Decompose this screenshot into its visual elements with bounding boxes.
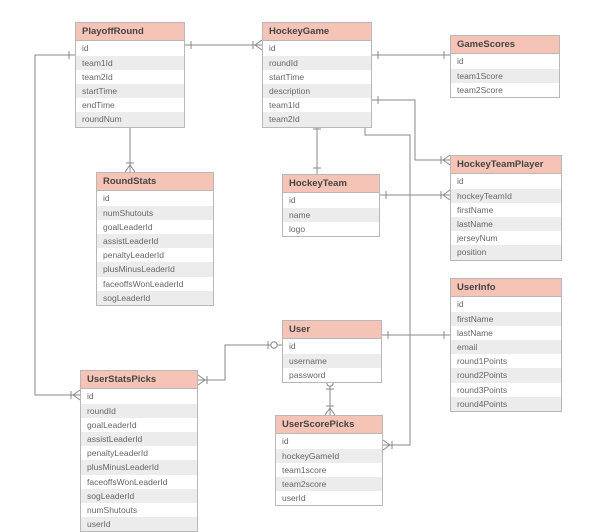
entity-field: jerseyNum (451, 231, 561, 245)
entity-field: endTime (76, 98, 184, 112)
entity-field: plusMinusLeaderId (97, 262, 213, 276)
entity-field: startTime (263, 70, 371, 84)
entity-field: id (81, 389, 197, 403)
entity-field: team2Id (263, 112, 371, 126)
entity-field: team1Id (263, 98, 371, 112)
entity-field: plusMinusLeaderId (81, 460, 197, 474)
entity-field: numShutouts (81, 503, 197, 517)
entity-field: name (283, 208, 379, 222)
entity-field: team1score (276, 463, 382, 477)
entity-field: team1Id (76, 56, 184, 70)
entity-field: penaltyLeaderId (97, 248, 213, 262)
entity-field: round4Points (451, 397, 561, 411)
edge-PlayoffRound-HockeyGame (185, 40, 262, 50)
entity-field: faceoffsWonLeaderId (97, 277, 213, 291)
entity-field: firstName (451, 312, 561, 326)
entity-field: team2score (276, 477, 382, 491)
entity-field: team2Score (451, 83, 559, 97)
entity-field: id (263, 41, 371, 55)
entity-field: id (451, 174, 561, 188)
entity-userinfo: UserInfoidfirstNamelastNameemailround1Po… (450, 278, 562, 412)
edge-HockeyGame-HockeyTeamPlayer (372, 96, 450, 165)
entity-hockeyteamplayer: HockeyTeamPlayeridhockeyTeamIdfirstNamel… (450, 155, 562, 261)
entity-field: team1Score (451, 69, 559, 83)
entity-field: goalLeaderId (81, 418, 197, 432)
entity-field: username (283, 354, 381, 368)
entity-field: round3Points (451, 383, 561, 397)
entity-header: PlayoffRound (76, 23, 184, 41)
entity-field: round2Points (451, 368, 561, 382)
edge-HockeyGame-GameScores (372, 51, 450, 59)
entity-field: faceoffsWonLeaderId (81, 475, 197, 489)
edge-HockeyGame-HockeyTeam (312, 120, 322, 174)
entity-header: HockeyTeam (283, 175, 379, 193)
entity-field: startTime (76, 84, 184, 98)
entity-user: Useridusernamepassword (282, 320, 382, 383)
edge-PlayoffRound-RoundStats (125, 120, 135, 172)
entity-field: team2Id (76, 70, 184, 84)
entity-header: HockeyGame (263, 23, 371, 41)
entity-field: roundId (81, 404, 197, 418)
entity-field: assistLeaderId (97, 234, 213, 248)
entity-roundstats: RoundStatsidnumShutoutsgoalLeaderIdassis… (96, 172, 214, 306)
entity-playoffround: PlayoffRoundidteam1Idteam2IdstartTimeend… (75, 22, 185, 128)
entity-field: email (451, 340, 561, 354)
entity-field: assistLeaderId (81, 432, 197, 446)
entity-field: hockeyTeamId (451, 189, 561, 203)
entity-field: hockeyGameId (276, 449, 382, 463)
entity-field: sogLeaderId (81, 489, 197, 503)
entity-field: id (97, 191, 213, 205)
entity-field: position (451, 245, 561, 259)
entity-hockeyteam: HockeyTeamidnamelogo (282, 174, 380, 237)
entity-field: id (451, 297, 561, 311)
entity-field: penaltyLeaderId (81, 446, 197, 460)
entity-field: goalLeaderId (97, 220, 213, 234)
entity-field: lastName (451, 326, 561, 340)
entity-field: roundNum (76, 112, 184, 126)
entity-gamescores: GameScoresidteam1Scoreteam2Score (450, 35, 560, 98)
entity-field: logo (283, 222, 379, 236)
er-diagram-canvas: PlayoffRoundidteam1Idteam2IdstartTimeend… (0, 0, 600, 526)
entity-header: RoundStats (97, 173, 213, 191)
entity-userstatspicks: UserStatsPicksidroundIdgoalLeaderIdassis… (80, 370, 198, 532)
entity-field: description (263, 84, 371, 98)
entity-field: id (451, 54, 559, 68)
entity-header: GameScores (451, 36, 559, 54)
entity-field: firstName (451, 203, 561, 217)
entity-hockeygame: HockeyGameidroundIdstartTimedescriptiont… (262, 22, 372, 128)
entity-field: id (276, 434, 382, 448)
entity-field: roundId (263, 56, 371, 70)
entity-header: UserStatsPicks (81, 371, 197, 389)
edge-HockeyTeam-HockeyTeamPlayer (380, 190, 450, 200)
entity-field: userId (81, 517, 197, 531)
entity-field: sogLeaderId (97, 291, 213, 305)
entity-header: UserScorePicks (276, 416, 382, 434)
edge-User-UserStatsPicks (198, 341, 282, 385)
entity-header: User (283, 321, 381, 339)
entity-field: numShutouts (97, 206, 213, 220)
entity-field: password (283, 368, 381, 382)
entity-field: userId (276, 491, 382, 505)
entity-field: round1Points (451, 354, 561, 368)
edge-UserStatsPicks-PlayoffRound (35, 51, 80, 400)
edge-User-UserInfo (382, 331, 450, 339)
edge-UserScorePicks-HockeyGame (361, 120, 410, 450)
entity-header: HockeyTeamPlayer (451, 156, 561, 174)
entity-field: id (76, 41, 184, 55)
entity-userscorepicks: UserScorePicksidhockeyGameIdteam1scorete… (275, 415, 383, 506)
entity-field: id (283, 339, 381, 353)
entity-header: UserInfo (451, 279, 561, 297)
entity-field: id (283, 193, 379, 207)
entity-field: lastName (451, 217, 561, 231)
